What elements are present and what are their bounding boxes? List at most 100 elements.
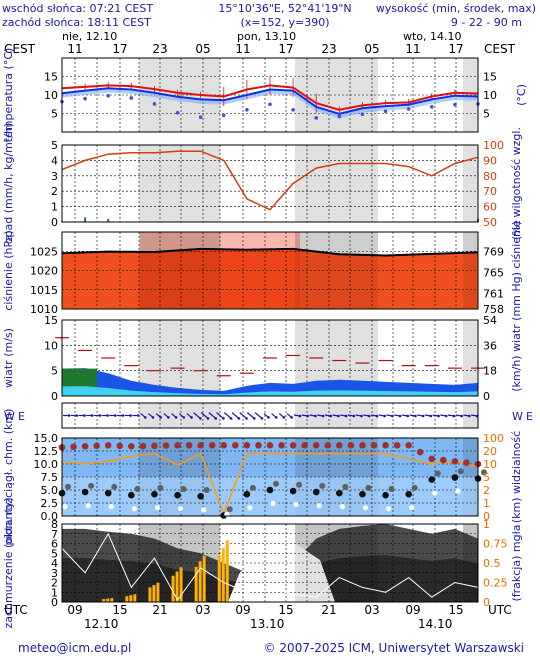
tick-label: 15 <box>483 71 497 84</box>
dew-point-dot <box>198 115 203 119</box>
cloud-top-dot <box>382 441 389 449</box>
cloud-base-dot <box>457 468 464 475</box>
cloud-base-dot <box>226 506 233 513</box>
sunrise-text: wschód słońca: 07:21 CEST <box>2 2 153 15</box>
dew-point-dot <box>106 93 111 98</box>
fog-bar <box>198 561 202 602</box>
cloud-base-dot <box>65 483 71 490</box>
axis-label: opad (mm/h, kg/m²/h) <box>2 123 15 244</box>
wind-direction-arrowhead <box>83 414 86 417</box>
wind-direction-arrowhead <box>229 417 233 420</box>
wind-direction-arrowhead <box>321 414 325 418</box>
wind-direction-arrow <box>246 412 255 419</box>
wind-direction-arrowhead <box>159 416 162 419</box>
panel-border <box>61 437 479 517</box>
cloud-top-dot <box>312 441 320 449</box>
fog-bar <box>102 599 106 602</box>
cloud-base-dot <box>342 483 349 490</box>
top-hour-label: 05 <box>364 42 379 56</box>
night-shading <box>139 145 220 222</box>
cloud-base-dot <box>336 489 343 497</box>
cloud-top-dot <box>301 441 308 449</box>
dew-point-dot <box>83 96 87 101</box>
night-shading <box>463 320 478 396</box>
axis-label: ciśnienie (hPa) <box>2 230 15 310</box>
panel-border <box>61 402 479 429</box>
cloud-base-dot <box>451 474 459 481</box>
compass-right-e: E <box>526 410 533 423</box>
cloud-top-dot <box>151 442 158 450</box>
cloud-base-dot <box>243 490 251 498</box>
dew-point-dot <box>129 96 134 100</box>
cloud-base-dot <box>296 481 303 488</box>
cloud-low-dot <box>385 506 392 512</box>
dew-point-dot <box>221 113 226 118</box>
cloud-top-dot <box>232 441 239 449</box>
tick-label: 6 <box>51 538 58 551</box>
wind-direction-arrowhead <box>367 414 371 418</box>
cloud-top-dot <box>451 458 459 465</box>
wind-direction-arrowhead <box>314 414 317 418</box>
cloud-base-dot <box>197 492 204 500</box>
fog-bar <box>171 575 175 602</box>
wind-direction-arrowhead <box>113 414 117 417</box>
cloud-top-dot <box>104 441 112 449</box>
cloud-base-dot <box>157 484 164 491</box>
cloud-top-dot <box>93 442 100 450</box>
cloud-low-dot <box>316 503 322 509</box>
axis-label: (%) wilgotność wzgl. <box>510 127 523 240</box>
dew-point-dot <box>383 109 388 114</box>
dew-point-dot <box>245 108 249 112</box>
wind-direction-arrowhead <box>67 414 71 417</box>
cloud-top-dot <box>243 441 251 449</box>
wind-direction-arrow <box>193 412 201 419</box>
night-shading <box>295 232 378 309</box>
wind-direction-arrowhead <box>267 416 270 419</box>
cloud-base-dot <box>151 490 158 498</box>
cloud-top-dot <box>289 441 297 449</box>
cloud-top-dot <box>70 443 77 451</box>
panel-border <box>61 319 479 397</box>
cloud-low-dot <box>455 488 461 494</box>
cloud-low-dot <box>432 490 438 496</box>
wind-direction-arrow <box>208 412 217 419</box>
fog-bar <box>194 566 198 602</box>
cloud-low-dot <box>478 489 484 495</box>
axis-label: wiatr (m/s) <box>2 328 15 388</box>
wind-direction-arrow <box>231 412 240 419</box>
precipitation-bar <box>84 217 87 222</box>
cloud-base-dot <box>104 489 112 497</box>
tick-label: 8 <box>51 518 58 531</box>
cloud-low-dot <box>85 503 91 509</box>
wind-direction-arrowhead <box>468 414 471 418</box>
temperature-spread-band <box>62 88 478 119</box>
cloud-top-dot <box>278 441 285 449</box>
cloud-visibility-panel: 0.02.55.07.510.012.515.001251020100pion.… <box>2 409 523 546</box>
wind-direction-arrowhead <box>121 414 125 417</box>
top-hour-label: 17 <box>278 42 293 56</box>
cloud-base-dot <box>88 482 95 489</box>
wind-direction-arrowhead <box>414 414 417 418</box>
day-label-3: wto, 14.10 <box>403 30 462 43</box>
coordinates-text: 15°10'36"E, 52°41'19"N <box>218 2 351 15</box>
tick-label: 758 <box>483 303 504 316</box>
wind-direction-arrowhead <box>375 414 379 418</box>
cloud-top-dot <box>324 441 332 449</box>
utc-right: UTC <box>488 603 512 617</box>
tick-label: 0 <box>483 510 490 523</box>
tick-label: 36 <box>483 339 497 352</box>
fog-bar <box>129 595 133 602</box>
cloud-top-dot <box>139 442 147 450</box>
wind-direction-arrowhead <box>391 414 394 418</box>
cloud-top-dot <box>359 441 366 449</box>
wind-direction-arrowhead <box>398 414 402 418</box>
bottom-hour-label: 15 <box>278 603 293 617</box>
wind-direction-arrowhead <box>260 417 264 420</box>
cloud-base-dot <box>359 490 366 498</box>
tick-label: 765 <box>483 266 504 279</box>
cloud-base-dot <box>273 480 279 487</box>
tick-label: 5 <box>51 139 58 152</box>
tick-label: 2 <box>483 484 490 497</box>
tick-label: 20 <box>483 445 497 458</box>
wind-direction-arrowhead <box>344 414 348 418</box>
